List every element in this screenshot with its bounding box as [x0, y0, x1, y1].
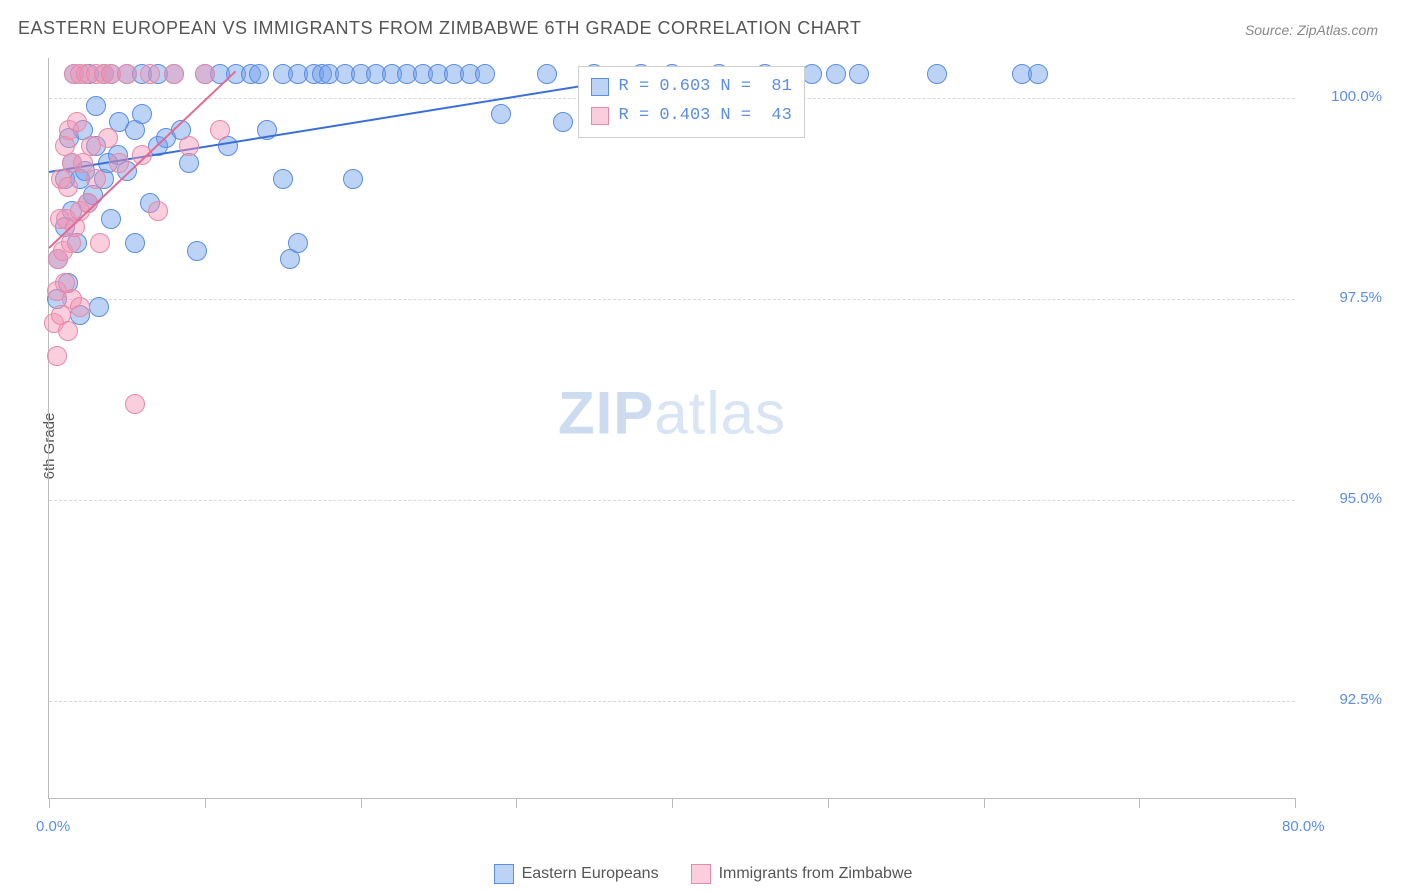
scatter-plot: ZIPatlas: [48, 58, 1295, 799]
r-label: R = 0.603: [619, 73, 711, 102]
xtick-mark: [361, 798, 362, 808]
scatter-point: [140, 64, 160, 84]
watermark: ZIPatlas: [558, 379, 786, 448]
series-swatch: [591, 78, 609, 96]
scatter-point: [249, 64, 269, 84]
scatter-point: [288, 233, 308, 253]
watermark-light: atlas: [654, 380, 786, 447]
ytick-label: 92.5%: [1302, 691, 1382, 708]
scatter-point: [89, 297, 109, 317]
scatter-point: [187, 241, 207, 261]
scatter-point: [927, 64, 947, 84]
scatter-point: [802, 64, 822, 84]
xtick-mark: [1295, 798, 1296, 808]
scatter-point: [475, 64, 495, 84]
scatter-point: [491, 104, 511, 124]
scatter-point: [132, 145, 152, 165]
n-label: N = 81: [720, 73, 791, 102]
xtick-mark: [828, 798, 829, 808]
scatter-point: [125, 233, 145, 253]
scatter-point: [58, 177, 78, 197]
scatter-point: [210, 120, 230, 140]
gridline: [49, 701, 1295, 702]
scatter-point: [70, 297, 90, 317]
gridline: [49, 299, 1295, 300]
scatter-point: [164, 64, 184, 84]
xtick-mark: [205, 798, 206, 808]
correlation-stats: R = 0.603 N = 81 R = 0.403 N = 43: [578, 66, 805, 138]
scatter-point: [849, 64, 869, 84]
scatter-point: [98, 128, 118, 148]
stats-row: R = 0.603 N = 81: [591, 73, 792, 102]
r-label: R = 0.403: [619, 102, 711, 131]
scatter-point: [67, 112, 87, 132]
xtick-mark: [672, 798, 673, 808]
scatter-point: [195, 64, 215, 84]
legend-label: Immigrants from Zimbabwe: [719, 865, 913, 883]
legend-item: Eastern Europeans: [494, 864, 659, 884]
xtick-label: 0.0%: [36, 818, 70, 835]
scatter-point: [273, 169, 293, 189]
ytick-label: 100.0%: [1302, 88, 1382, 105]
scatter-point: [826, 64, 846, 84]
scatter-point: [58, 321, 78, 341]
scatter-point: [117, 64, 137, 84]
legend-item: Immigrants from Zimbabwe: [691, 864, 913, 884]
xtick-mark: [984, 798, 985, 808]
xtick-mark: [49, 798, 50, 808]
ytick-label: 95.0%: [1302, 490, 1382, 507]
scatter-point: [343, 169, 363, 189]
scatter-point: [101, 209, 121, 229]
scatter-point: [47, 346, 67, 366]
scatter-point: [148, 201, 168, 221]
scatter-point: [537, 64, 557, 84]
stats-row: R = 0.403 N = 43: [591, 102, 792, 131]
scatter-point: [553, 112, 573, 132]
scatter-point: [1028, 64, 1048, 84]
chart-title: EASTERN EUROPEAN VS IMMIGRANTS FROM ZIMB…: [18, 18, 861, 39]
scatter-point: [125, 394, 145, 414]
legend-swatch: [494, 864, 514, 884]
legend-label: Eastern Europeans: [522, 865, 659, 883]
scatter-point: [86, 96, 106, 116]
scatter-point: [86, 169, 106, 189]
watermark-bold: ZIP: [558, 380, 654, 447]
scatter-point: [109, 153, 129, 173]
ytick-label: 97.5%: [1302, 289, 1382, 306]
series-swatch: [591, 107, 609, 125]
n-label: N = 43: [720, 102, 791, 131]
xtick-label: 80.0%: [1282, 818, 1325, 835]
scatter-point: [90, 233, 110, 253]
scatter-point: [179, 136, 199, 156]
scatter-point: [132, 104, 152, 124]
gridline: [49, 500, 1295, 501]
source-attribution: Source: ZipAtlas.com: [1245, 22, 1378, 38]
xtick-mark: [516, 798, 517, 808]
xtick-mark: [1139, 798, 1140, 808]
legend-swatch: [691, 864, 711, 884]
legend: Eastern Europeans Immigrants from Zimbabw…: [0, 864, 1406, 884]
